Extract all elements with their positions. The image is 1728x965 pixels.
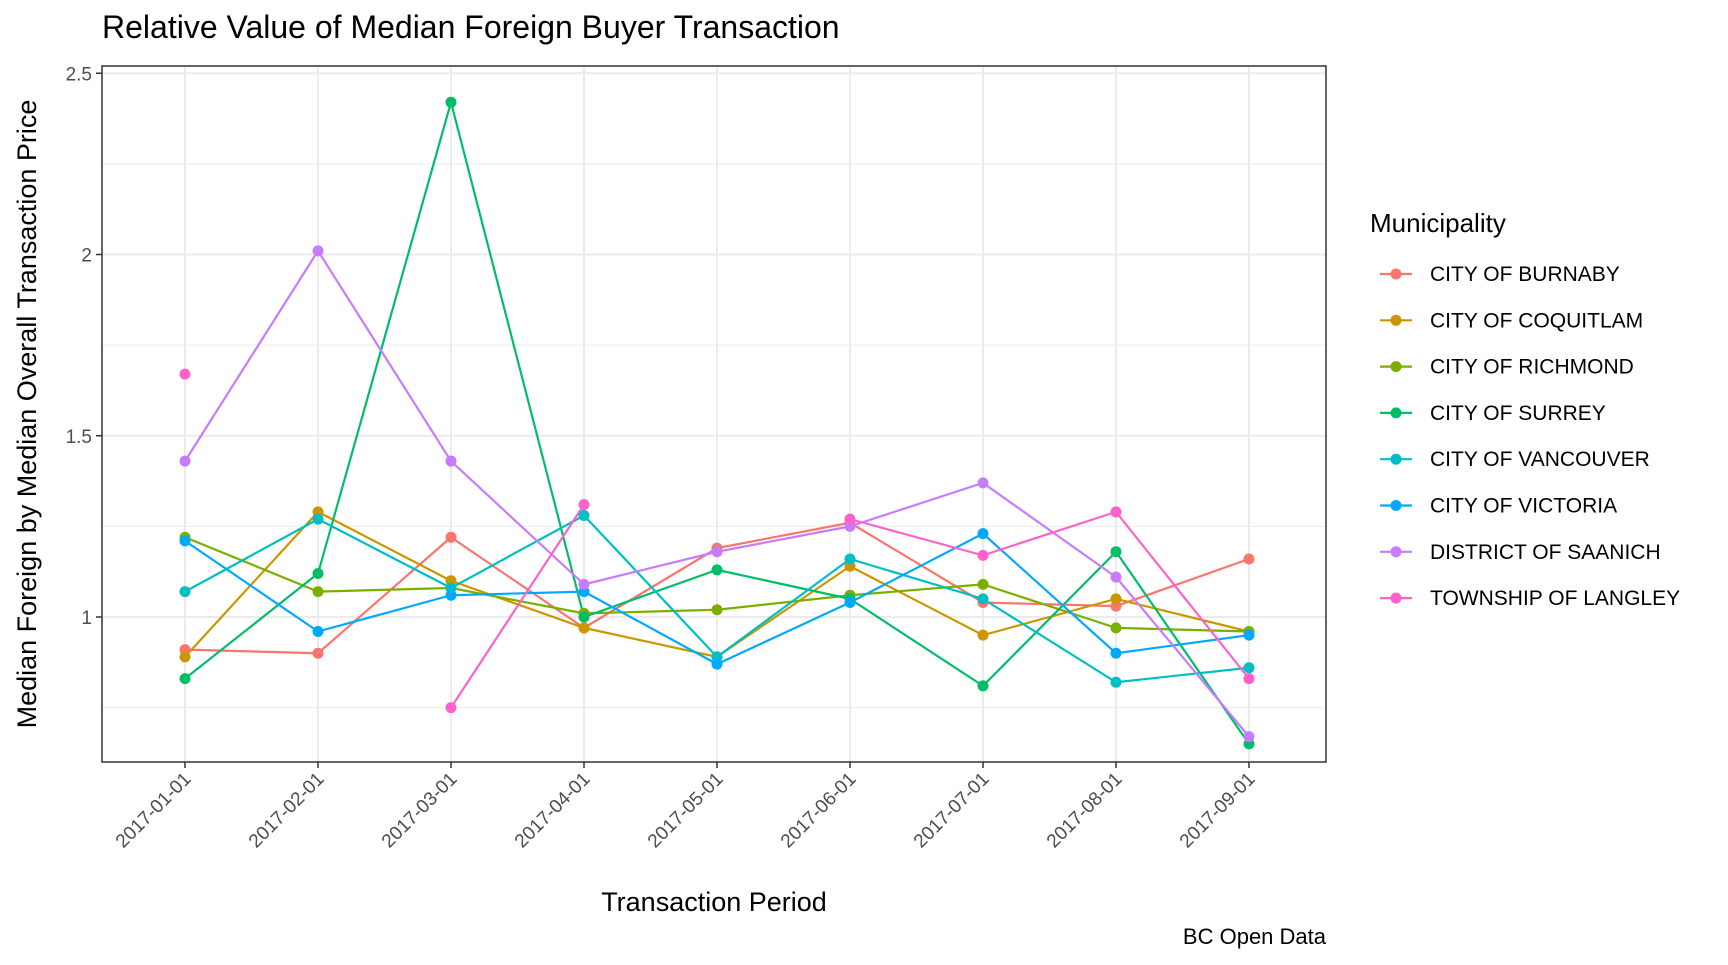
legend-label: CITY OF COQUITLAM [1430, 309, 1643, 332]
legend-key-point [1390, 500, 1402, 511]
x-tick-label: 2017-05-01 [644, 769, 728, 853]
x-tick-label: 2017-03-01 [378, 769, 462, 853]
data-point [445, 96, 457, 108]
data-point [977, 549, 989, 561]
data-point [1110, 546, 1122, 558]
data-point [312, 647, 324, 659]
data-point [1110, 647, 1122, 659]
x-tick-label: 2017-04-01 [511, 769, 595, 853]
data-point [1110, 622, 1122, 634]
data-point [578, 510, 590, 521]
data-point [1243, 673, 1255, 685]
data-point [1243, 553, 1255, 565]
major-gridlines [102, 66, 1326, 762]
data-point [1110, 676, 1122, 688]
data-point [179, 586, 191, 598]
data-point [711, 564, 723, 576]
data-point [1243, 629, 1255, 641]
y-tick-label: 1.5 [66, 427, 92, 448]
plot-border [101, 65, 1327, 763]
legend-key-point [1390, 407, 1402, 419]
data-point [844, 597, 856, 608]
data-point [312, 626, 324, 637]
data-point [977, 629, 989, 641]
y-tick-label: 1 [81, 608, 92, 629]
series-line [450, 504, 585, 709]
data-point [977, 593, 989, 605]
legend-key-point [1390, 314, 1402, 326]
data-point [445, 589, 457, 601]
data-point [578, 611, 590, 623]
data-point [445, 702, 457, 714]
legend-label: CITY OF VICTORIA [1430, 495, 1617, 518]
legend-label: TOWNSHIP OF LANGLEY [1430, 587, 1680, 610]
legend-key-point [1390, 592, 1402, 604]
data-point [179, 651, 191, 663]
legend-title: Municipality [1370, 208, 1506, 238]
data-point [179, 368, 191, 380]
x-tick-label: 2017-06-01 [777, 769, 861, 853]
data-point [1110, 506, 1122, 518]
data-point [977, 477, 989, 489]
data-point [711, 604, 723, 616]
data-point [1243, 662, 1255, 674]
x-tick-label: 2017-07-01 [910, 769, 994, 853]
x-tick-label: 2017-09-01 [1176, 769, 1260, 853]
chart-title: Relative Value of Median Foreign Buyer T… [102, 9, 840, 45]
x-axis-title: Transaction Period [601, 887, 827, 917]
x-tick-label: 2017-01-01 [112, 769, 196, 853]
legend-label: DISTRICT OF SAANICH [1430, 541, 1661, 564]
data-point [312, 245, 324, 257]
legend-label: CITY OF SURREY [1430, 402, 1606, 425]
legend-key-point [1390, 268, 1402, 280]
data-point [179, 455, 191, 467]
legend-key-point [1390, 361, 1402, 373]
data-point [977, 680, 989, 692]
plot-panel [102, 66, 1326, 762]
source-caption: BC Open Data [1183, 924, 1327, 949]
legend-label: CITY OF BURNABY [1430, 263, 1620, 286]
data-point [711, 658, 723, 670]
data-point [445, 531, 457, 543]
data-point [578, 578, 590, 590]
legend-key-point [1390, 546, 1402, 558]
data-point [179, 535, 191, 547]
data-point [578, 499, 590, 511]
data-point [1110, 571, 1122, 583]
data-point [1110, 593, 1122, 605]
x-axis: 2017-01-01 2017-02-01 2017-03-01 2017-04-01… [112, 762, 1260, 852]
x-tick-label: 2017-08-01 [1043, 769, 1127, 853]
data-point [179, 673, 191, 685]
data-point [312, 513, 324, 525]
data-point [844, 513, 856, 525]
series-points [179, 96, 1255, 750]
legend: Municipality CITY OF BURNABY CITY OF COQU… [1370, 208, 1680, 610]
legend-key-point [1390, 453, 1402, 465]
data-point [578, 622, 590, 634]
legend-label: CITY OF VANCOUVER [1430, 448, 1650, 471]
y-axis-title: Median Foreign by Median Overall Transac… [12, 100, 42, 729]
y-tick-label: 2 [81, 246, 92, 267]
data-point [312, 568, 324, 579]
data-point [445, 455, 457, 467]
y-axis: 1 1.5 2 2.5 [66, 64, 102, 629]
legend-label: CITY OF RICHMOND [1430, 356, 1634, 379]
legend-items: CITY OF BURNABY CITY OF COQUITLAM CITY OF … [1380, 263, 1680, 610]
y-tick-label: 2.5 [66, 64, 92, 85]
data-point [977, 578, 989, 590]
x-tick-label: 2017-02-01 [245, 769, 329, 853]
data-point [312, 586, 324, 598]
series-line [849, 510, 1250, 680]
data-point [977, 528, 989, 540]
data-point [711, 546, 723, 558]
data-point [1243, 731, 1255, 743]
data-point [844, 553, 856, 565]
